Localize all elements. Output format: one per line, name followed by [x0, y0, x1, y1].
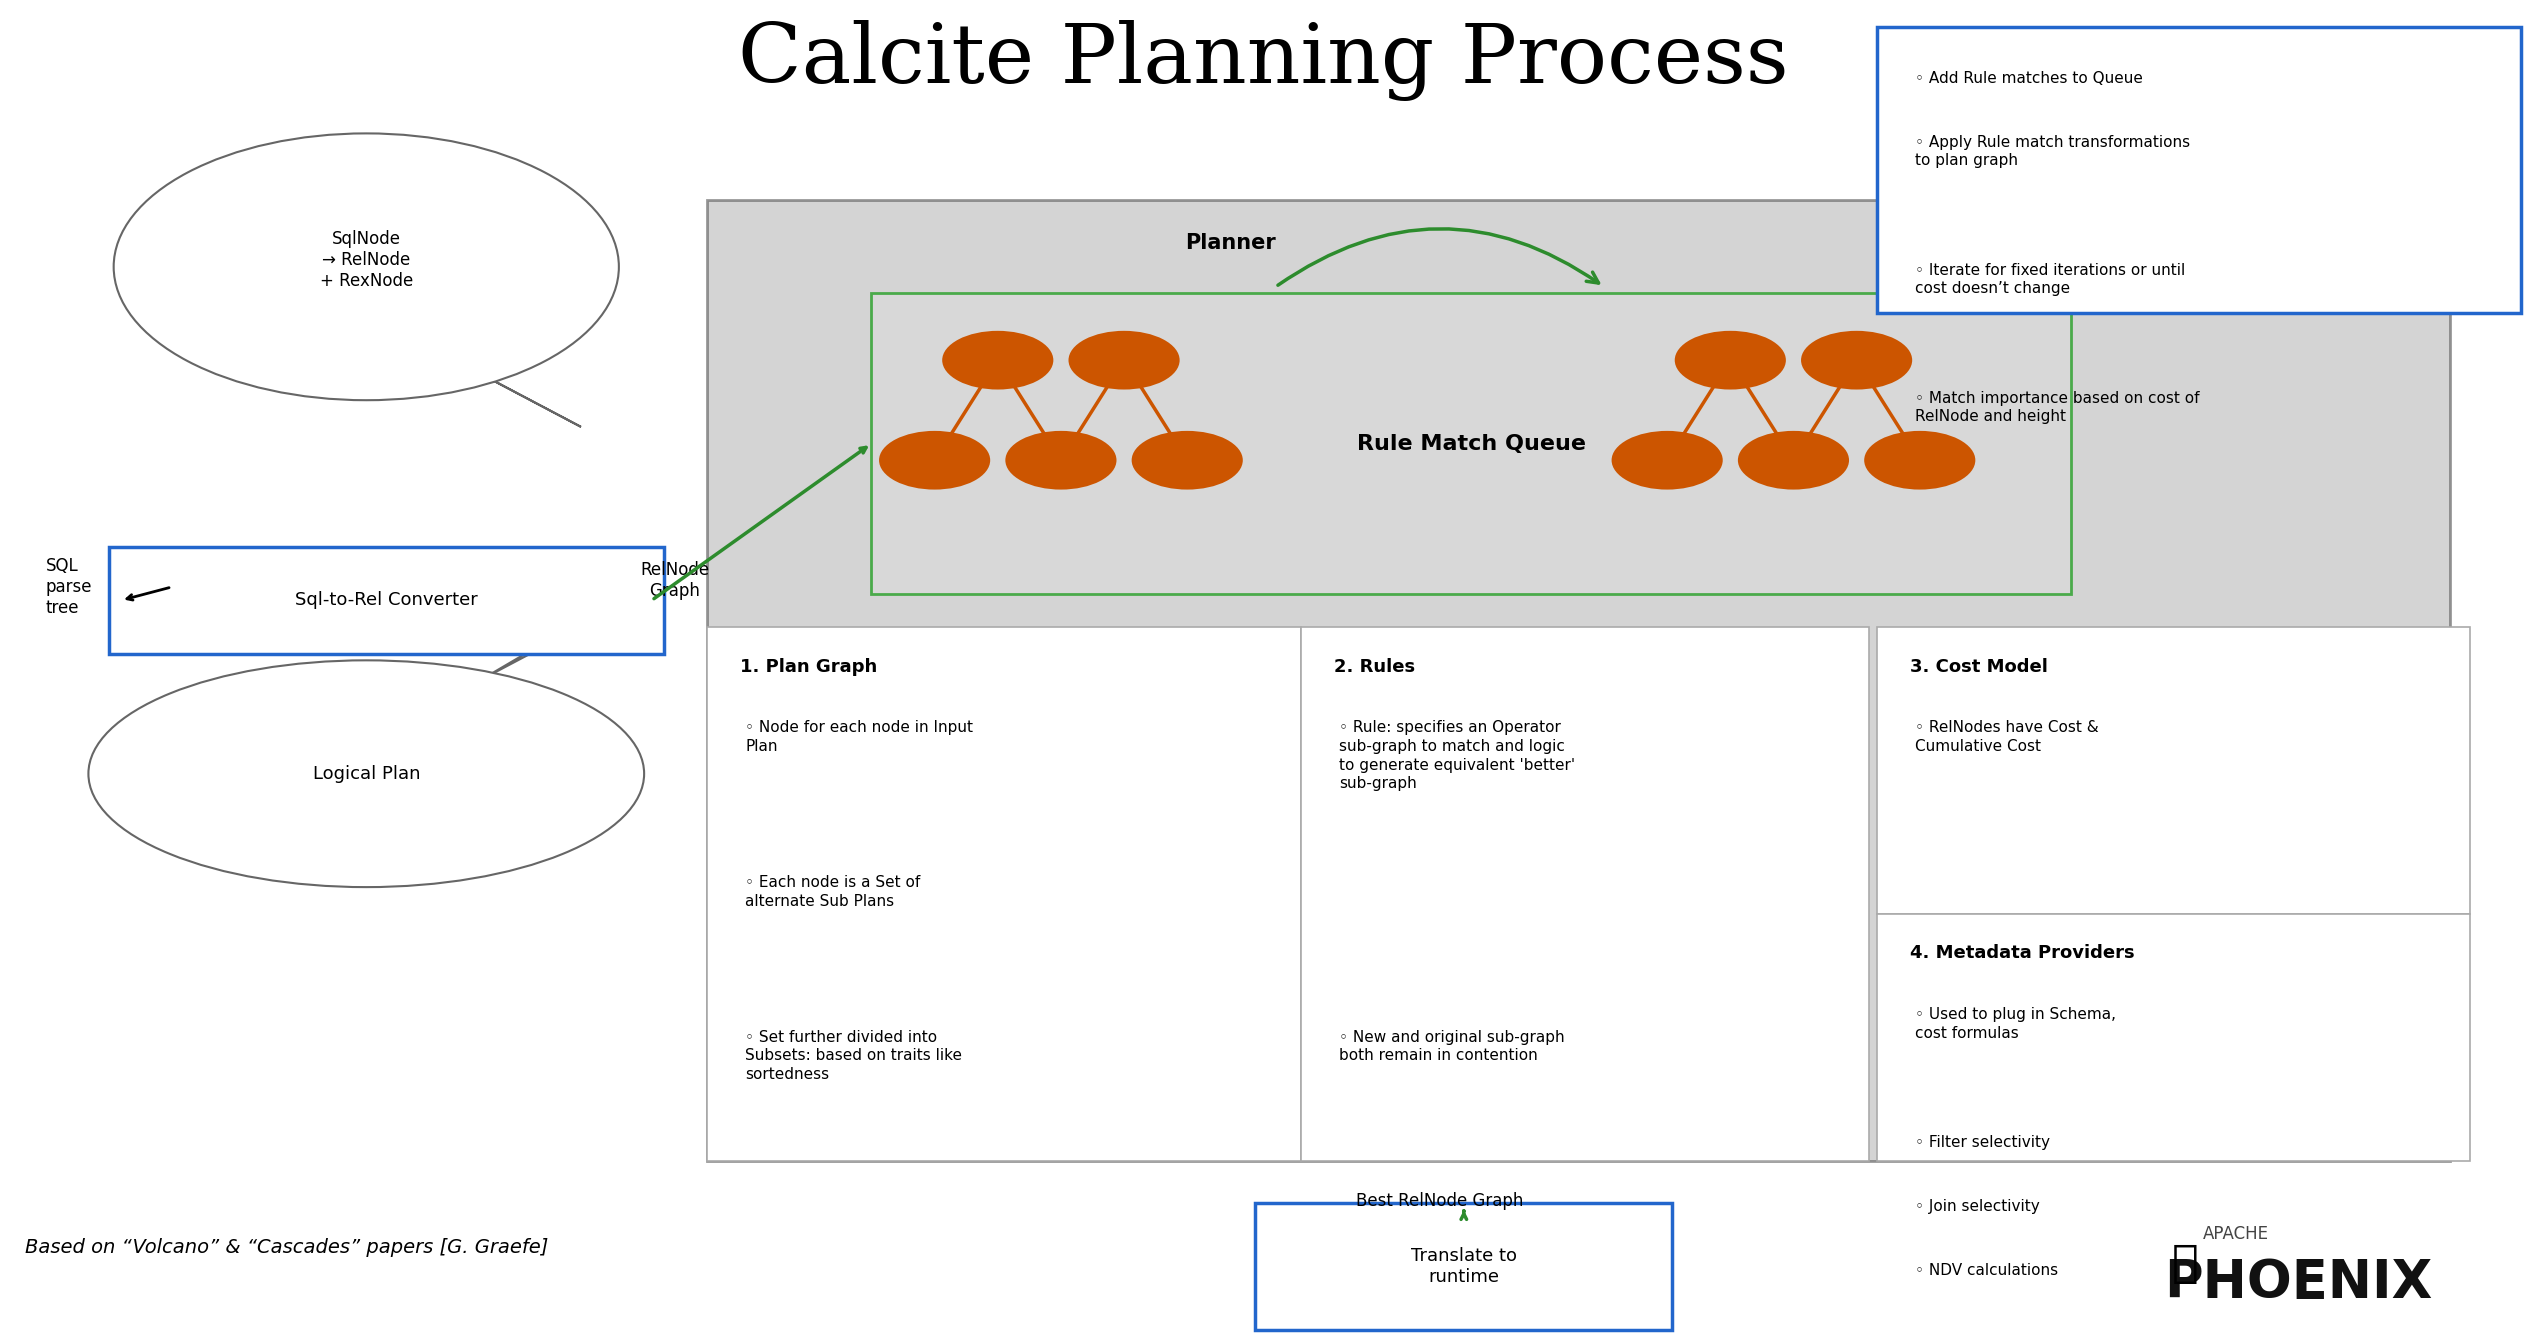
FancyArrowPatch shape	[1278, 229, 1599, 285]
Text: ◦ NDV calculations: ◦ NDV calculations	[1915, 1263, 2059, 1278]
FancyBboxPatch shape	[1877, 914, 2470, 1161]
Text: Best RelNode Graph: Best RelNode Graph	[1356, 1191, 1523, 1210]
Text: ◦ New and original sub-graph
both remain in contention: ◦ New and original sub-graph both remain…	[1339, 1030, 1564, 1063]
Text: Based on “Volcano” & “Cascades” papers [G. Graefe]: Based on “Volcano” & “Cascades” papers […	[25, 1238, 548, 1257]
Text: ◦ Used to plug in Schema,
cost formulas: ◦ Used to plug in Schema, cost formulas	[1915, 1007, 2117, 1041]
Ellipse shape	[942, 331, 1053, 390]
Text: APACHE: APACHE	[2203, 1225, 2268, 1243]
Text: ◦ Rule: specifies an Operator
sub-graph to match and logic
to generate equivalen: ◦ Rule: specifies an Operator sub-graph …	[1339, 720, 1574, 791]
FancyBboxPatch shape	[707, 200, 2450, 1161]
Text: ◦ Node for each node in Input
Plan: ◦ Node for each node in Input Plan	[745, 720, 973, 754]
Text: 4. Metadata Providers: 4. Metadata Providers	[1910, 944, 2134, 962]
Text: Calcite Planning Process: Calcite Planning Process	[738, 20, 1788, 100]
Text: 🔥: 🔥	[2172, 1242, 2198, 1285]
Ellipse shape	[1068, 331, 1180, 390]
Ellipse shape	[1612, 431, 1723, 490]
Text: ◦ RelNodes have Cost &
Cumulative Cost: ◦ RelNodes have Cost & Cumulative Cost	[1915, 720, 2099, 754]
Ellipse shape	[1005, 431, 1116, 490]
FancyBboxPatch shape	[707, 627, 1301, 1161]
Text: PHOENIX: PHOENIX	[2165, 1258, 2433, 1309]
Text: Rule Match Queue: Rule Match Queue	[1356, 434, 1586, 454]
Ellipse shape	[1132, 431, 1243, 490]
Text: Planner: Planner	[1185, 233, 1276, 253]
Text: 1. Plan Graph: 1. Plan Graph	[740, 658, 877, 675]
Text: 3. Cost Model: 3. Cost Model	[1910, 658, 2049, 675]
Polygon shape	[480, 374, 581, 427]
Ellipse shape	[88, 660, 644, 887]
FancyBboxPatch shape	[1255, 1203, 1672, 1330]
FancyBboxPatch shape	[871, 293, 2071, 594]
Text: ◦ Add Rule matches to Queue: ◦ Add Rule matches to Queue	[1915, 71, 2142, 85]
Text: ◦ Join selectivity: ◦ Join selectivity	[1915, 1199, 2038, 1214]
Ellipse shape	[879, 431, 990, 490]
FancyBboxPatch shape	[1301, 627, 1869, 1161]
Ellipse shape	[114, 133, 619, 400]
Text: ◦ Set further divided into
Subsets: based on traits like
sortedness: ◦ Set further divided into Subsets: base…	[745, 1030, 962, 1082]
Text: Logical Plan: Logical Plan	[313, 764, 419, 783]
Text: Translate to
runtime: Translate to runtime	[1412, 1247, 1516, 1286]
Polygon shape	[480, 614, 594, 680]
Text: RelNode
Graph: RelNode Graph	[639, 560, 710, 600]
Text: ◦ Filter selectivity: ◦ Filter selectivity	[1915, 1135, 2049, 1150]
Ellipse shape	[1864, 431, 1975, 490]
Text: ◦ Match importance based on cost of
RelNode and height: ◦ Match importance based on cost of RelN…	[1915, 391, 2200, 424]
Text: SQL
parse
tree: SQL parse tree	[45, 558, 91, 616]
Text: Sql-to-Rel Converter: Sql-to-Rel Converter	[296, 591, 477, 610]
Text: ◦ Iterate for fixed iterations or until
cost doesn’t change: ◦ Iterate for fixed iterations or until …	[1915, 263, 2185, 296]
Ellipse shape	[1801, 331, 1912, 390]
FancyBboxPatch shape	[1877, 627, 2470, 914]
Text: 2. Rules: 2. Rules	[1334, 658, 1415, 675]
Text: ◦ Apply Rule match transformations
to plan graph: ◦ Apply Rule match transformations to pl…	[1915, 135, 2190, 168]
Text: SqlNode
→ RelNode
+ RexNode: SqlNode → RelNode + RexNode	[321, 231, 412, 289]
FancyBboxPatch shape	[109, 547, 664, 654]
Ellipse shape	[1738, 431, 1849, 490]
FancyBboxPatch shape	[1877, 27, 2521, 313]
Text: ◦ Each node is a Set of
alternate Sub Plans: ◦ Each node is a Set of alternate Sub Pl…	[745, 875, 919, 908]
Ellipse shape	[1675, 331, 1786, 390]
